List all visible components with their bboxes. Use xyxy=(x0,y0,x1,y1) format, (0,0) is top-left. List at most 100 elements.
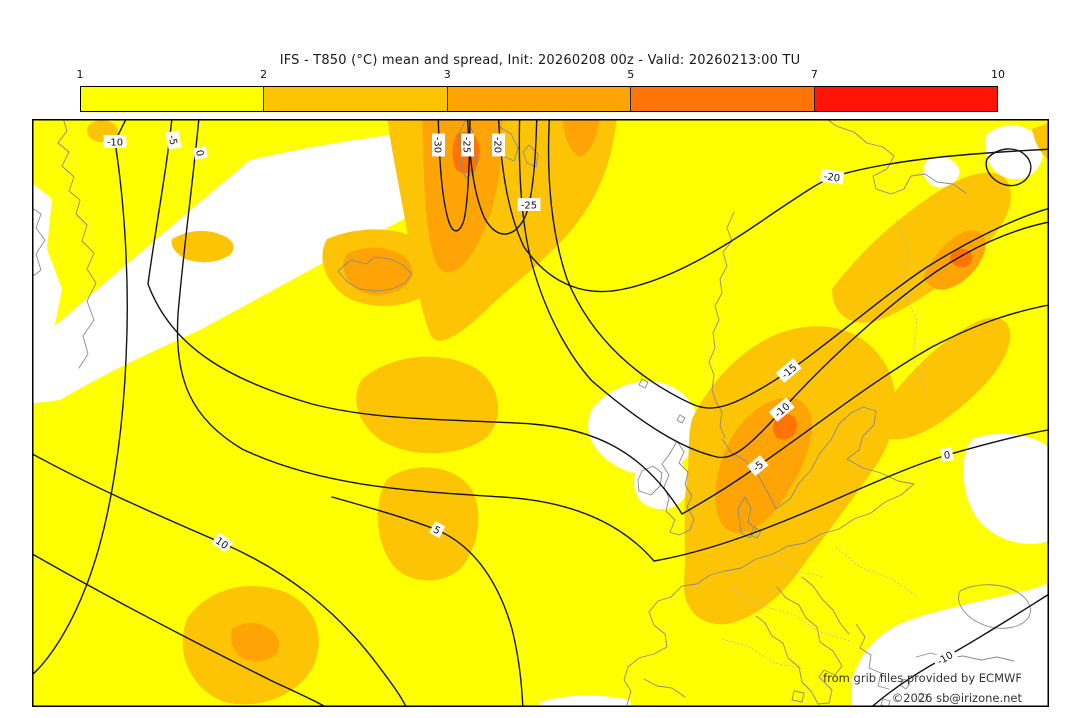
coastline-aegean-island-3 xyxy=(917,692,929,703)
border-central-europe-1 xyxy=(731,588,851,642)
contour-label-background xyxy=(461,133,474,157)
contour-label-background xyxy=(768,397,795,422)
colorbar-segment-3 xyxy=(631,87,815,111)
white-bottom-right xyxy=(852,581,1054,712)
colorbar-tick-label: 3 xyxy=(443,68,451,81)
coastline-great-britain xyxy=(661,440,695,536)
white-right-center xyxy=(963,433,1054,544)
contour-minus5-long xyxy=(147,106,1055,515)
coastline-greenland-west xyxy=(27,204,46,280)
contour-plus10 xyxy=(26,450,409,712)
colorbar-segment-4 xyxy=(814,87,998,111)
coastline-scandinavia-south xyxy=(721,406,877,510)
coastline-sicily xyxy=(791,690,805,703)
contour-label: -20 xyxy=(819,168,845,185)
coastline-russia-north xyxy=(821,114,967,195)
coastline-adriatic-east xyxy=(801,576,850,635)
orange2-mid-atlantic xyxy=(356,356,499,454)
contour-label-background xyxy=(165,130,182,150)
border-layer xyxy=(721,218,926,670)
contour-label-background xyxy=(492,133,505,157)
orange4-norway-spot xyxy=(773,414,797,440)
contour-minus30-hairpin xyxy=(437,106,471,232)
contour-label-background xyxy=(103,135,127,148)
orange2-small-west xyxy=(171,230,234,263)
map-frame xyxy=(32,119,1049,707)
contour-label: -25 xyxy=(517,198,541,212)
contour-label: -5 xyxy=(165,130,182,150)
contour-zero-long xyxy=(176,106,1055,562)
contour-label-background xyxy=(429,521,446,539)
contour-label: -30 xyxy=(432,133,445,157)
orange2-right-streak-north xyxy=(832,172,1011,323)
coastline-italy xyxy=(755,586,843,705)
coastline-greenland xyxy=(57,114,97,369)
border-central-europe-2 xyxy=(835,546,919,598)
contour-label-background xyxy=(193,146,208,160)
coastline-denmark-island xyxy=(749,526,762,539)
white-top-right-2 xyxy=(984,125,1043,180)
coastline-norway xyxy=(708,211,735,439)
contour-label-text: -25 xyxy=(521,201,537,212)
contour-label-background xyxy=(517,198,541,211)
contour-label: 0 xyxy=(940,447,954,462)
spread-fill-lt1-layer xyxy=(27,125,1054,712)
colorbar-tick-label: 1 xyxy=(76,68,84,81)
coastline-shetland xyxy=(676,414,686,424)
chart-title: IFS - T850 (°C) mean and spread, Init: 2… xyxy=(279,53,801,68)
colorbar-tick-label: 2 xyxy=(260,68,268,81)
contour-label: -5 xyxy=(746,455,769,477)
contour-label-text: -10 xyxy=(107,138,123,149)
white-norwegian-sea xyxy=(588,381,698,475)
contour-label-text: -5 xyxy=(166,134,179,146)
contour-label: -20 xyxy=(492,133,505,157)
coastline-ireland xyxy=(637,465,663,496)
coastline-turkey xyxy=(915,652,1015,662)
contour-southwest-extra xyxy=(26,550,333,712)
coastline-europe-west xyxy=(623,570,726,706)
contour-label: 5 xyxy=(429,521,446,539)
white-band-greenland xyxy=(27,125,520,404)
coastline-baltic-south xyxy=(724,483,915,572)
contour-label-background xyxy=(819,168,845,185)
white-top-right-1 xyxy=(923,156,960,188)
border-alps xyxy=(721,638,805,670)
white-left-edge xyxy=(27,179,62,354)
coastline-iceland xyxy=(337,256,413,292)
contour-label-background xyxy=(211,532,234,553)
contour-label: 0 xyxy=(193,146,208,160)
colorbar-segment-0 xyxy=(81,87,265,111)
contour-label-background xyxy=(940,447,954,462)
coastline-denmark xyxy=(737,496,757,539)
colorbar-tick-label: 10 xyxy=(991,68,1005,81)
contour-minus15 xyxy=(547,106,1055,409)
colorbar-tick-labels: 1 2 3 5 7 10 xyxy=(76,68,1006,82)
orange3-iceland-core xyxy=(343,247,413,295)
orange2-center-south xyxy=(377,467,479,581)
colorbar-segment-2 xyxy=(447,87,632,111)
contour-label: -10 xyxy=(103,135,127,149)
coastline-mediterranean-france xyxy=(643,678,686,698)
attribution-source: from grib files provided by ECMWF xyxy=(823,671,1022,685)
colorbar-segment-1 xyxy=(264,87,448,111)
coastline-greece xyxy=(855,623,890,690)
attribution-copyright: ©2026 sb@irizone.net xyxy=(891,691,1022,705)
contour-label-background xyxy=(931,646,958,669)
coastline-black-sea xyxy=(958,584,1031,629)
coastline-layer xyxy=(27,114,1031,708)
contour-minus10-northeast xyxy=(518,106,1055,459)
contour-label-background xyxy=(746,455,769,477)
contour-label-text: 0 xyxy=(943,450,951,462)
contour-label-background xyxy=(432,133,445,157)
contour-label-text: -20 xyxy=(823,171,841,184)
coastline-aegean-island-2 xyxy=(899,678,911,690)
coastline-faroe xyxy=(638,378,649,389)
map-area: -10 -5 0 -30 -25 -20 -25 -20 -15 -10 -5 0 5 10 -10 xyxy=(26,106,1055,712)
contour-label: -25 xyxy=(461,133,474,157)
border-germany-poland xyxy=(771,558,825,578)
coastline-gulf-finland xyxy=(846,458,915,485)
border-finland-russia xyxy=(895,218,926,390)
colorbar-tick-label: 5 xyxy=(627,68,635,81)
